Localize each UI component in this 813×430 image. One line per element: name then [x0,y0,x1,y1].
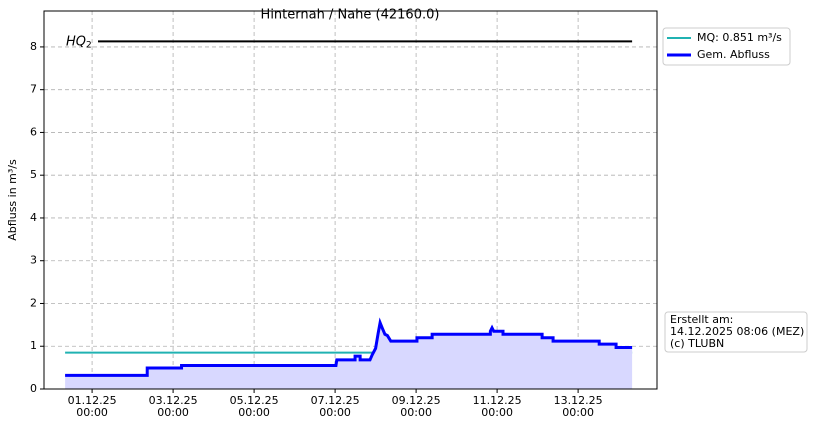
reference-label-sub: 2 [86,40,92,50]
y-tick-label: 3 [30,254,37,267]
y-tick-label: 7 [30,83,37,96]
y-tick-label: 5 [30,168,37,181]
legend-label: Gem. Abfluss [697,48,770,61]
chart-title: Hinternah / Nahe (42160.0) [261,8,440,23]
y-tick-label: 6 [30,125,37,138]
annotation-text: 14.12.2025 08:06 (MEZ) [670,325,804,338]
y-tick-label: 8 [30,40,37,53]
x-tick-label: 13.12.25 00:00 [554,394,603,419]
y-tick-label: 0 [30,382,37,395]
annotation-text: Erstellt am: [670,313,733,326]
area [65,322,633,389]
plot-frame [43,10,658,390]
y-tick-label: 1 [30,339,37,352]
y-axis-label: Abfluss in m³/s [6,159,19,241]
x-tick-label: 03.12.25 00:00 [149,394,198,419]
x-tick-label: 07.12.25 00:00 [311,394,360,419]
legend-box [662,27,791,66]
x-tick-label: 11.12.25 00:00 [473,394,522,419]
annotation-box [664,311,808,353]
y-tick-label: 4 [30,211,37,224]
legend-label: MQ: 0.851 m³/s [697,31,782,44]
line [65,317,633,377]
y-tick-label: 2 [30,296,37,309]
reference-label-text: HQ [66,34,86,49]
x-tick-label: 09.12.25 00:00 [392,394,441,419]
x-tick-label: 01.12.25 00:00 [68,394,117,419]
annotation-text: (c) TLUBN [670,337,724,350]
x-tick-label: 05.12.25 00:00 [230,394,279,419]
reference-label: HQ2 [66,34,92,50]
